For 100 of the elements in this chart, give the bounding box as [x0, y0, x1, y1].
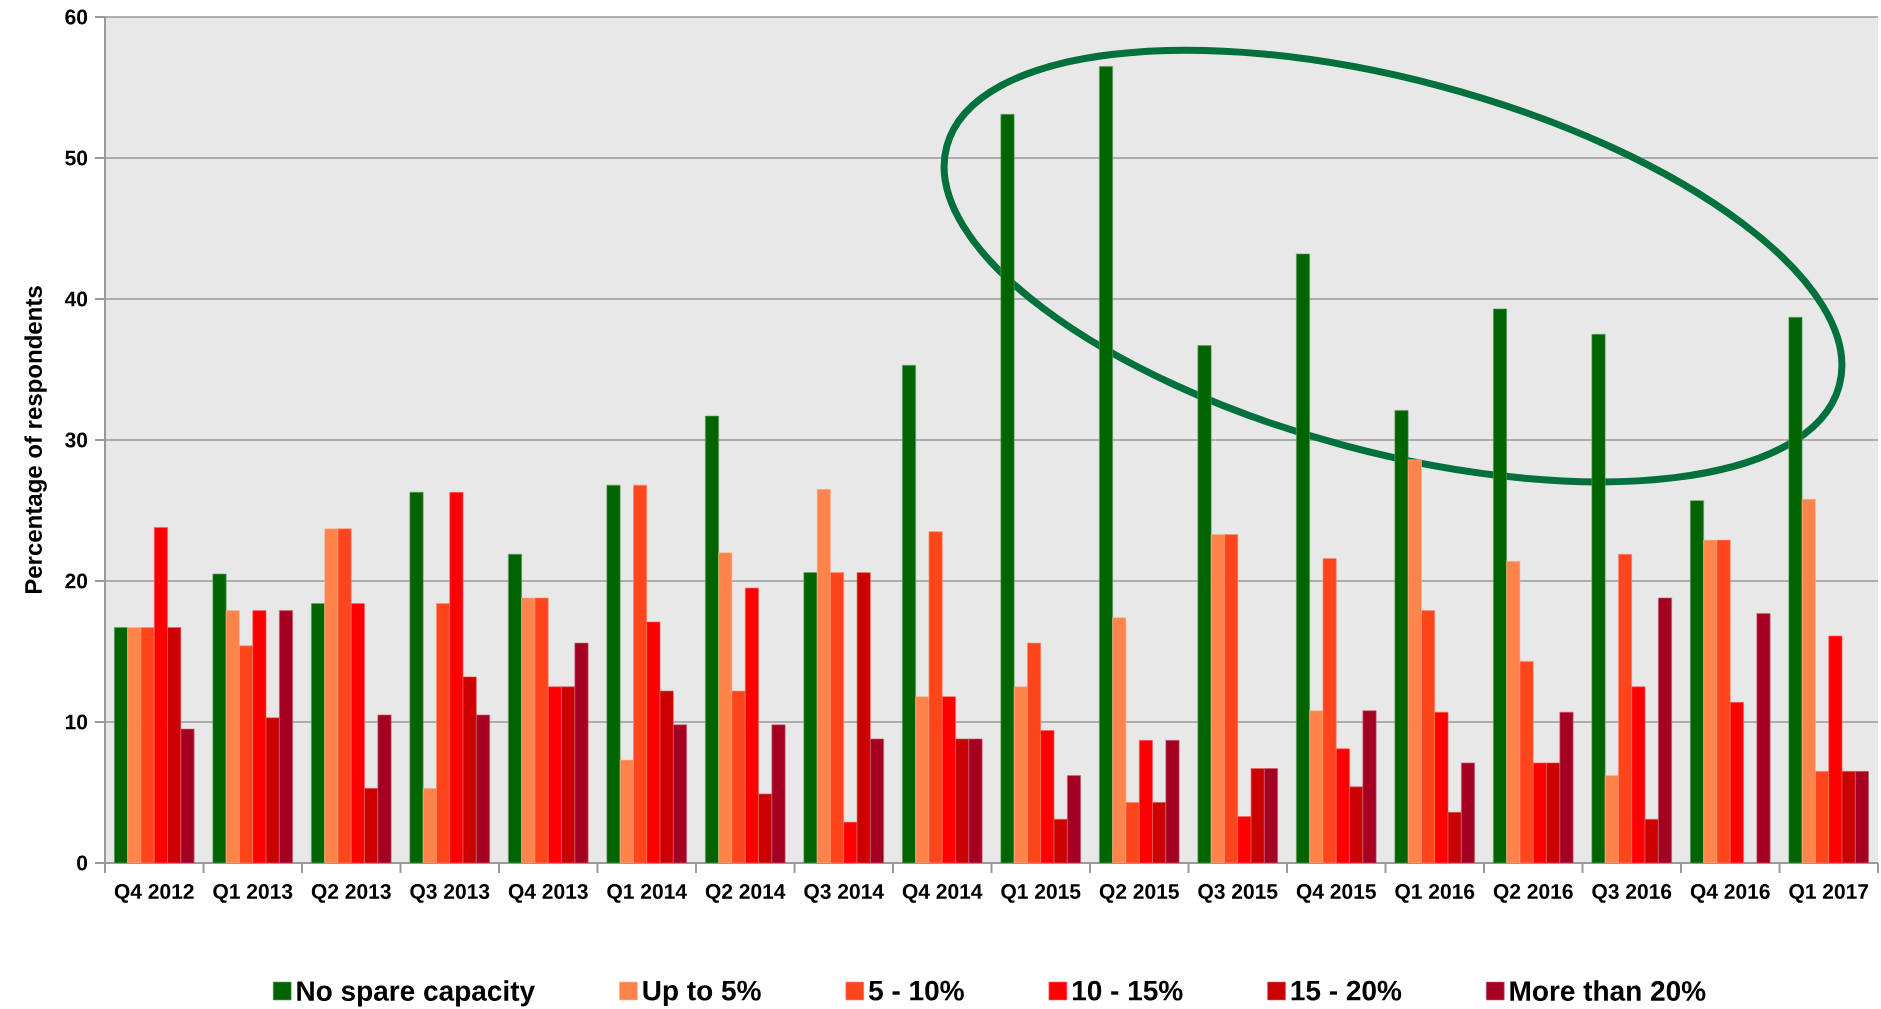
bar	[1506, 560, 1521, 864]
legend-label: No spare capacity	[297, 980, 535, 1007]
bar	[758, 793, 773, 864]
x-tick-label: Q1 2013	[213, 884, 293, 903]
bar	[1690, 500, 1704, 864]
bar	[606, 484, 621, 864]
bar	[718, 552, 733, 864]
bar	[1658, 597, 1672, 864]
bar	[462, 676, 477, 864]
bar	[436, 603, 451, 864]
bar	[311, 603, 325, 864]
bar	[521, 597, 536, 864]
y-tick-label: 60	[65, 9, 88, 25]
bar	[114, 627, 128, 864]
x-tick-label: Q3 2016	[1592, 884, 1672, 903]
x-tick-label: Q4 2016	[1690, 884, 1770, 903]
bar	[140, 627, 155, 864]
bar	[1788, 317, 1803, 864]
x-tick-label: Q2 2014	[705, 884, 786, 903]
bar	[856, 572, 871, 864]
bar	[1447, 811, 1462, 864]
bar	[1546, 762, 1561, 864]
bar	[816, 489, 831, 864]
bar	[1237, 816, 1252, 864]
bar	[633, 484, 648, 864]
x-tick-label: Q4 2012	[114, 884, 194, 903]
bar	[1407, 459, 1422, 864]
bar	[1591, 333, 1606, 864]
bar	[1644, 819, 1659, 864]
bar	[1631, 686, 1646, 864]
bar	[1618, 553, 1633, 864]
legend-label: 5 - 10%	[868, 980, 964, 1001]
bar	[1729, 701, 1744, 864]
bar	[409, 491, 424, 864]
y-tick-label: 10	[65, 714, 88, 730]
bar	[1040, 730, 1055, 864]
bar	[534, 597, 549, 864]
x-tick-label: Q1 2016	[1395, 884, 1475, 903]
bar	[646, 621, 661, 864]
bar	[1322, 558, 1337, 864]
bar	[1250, 768, 1265, 864]
bar	[324, 528, 339, 864]
bar	[1703, 539, 1718, 864]
bar	[1099, 66, 1113, 864]
bar	[279, 610, 293, 864]
bar	[1053, 819, 1068, 864]
bar	[212, 573, 227, 864]
bar	[955, 738, 970, 864]
x-tick-label: Q4 2013	[508, 884, 588, 903]
bar	[1394, 410, 1409, 864]
bar	[1152, 802, 1167, 864]
legend-label: More than 20%	[1510, 980, 1706, 1001]
bar	[364, 787, 379, 864]
bar	[830, 572, 845, 864]
bar	[928, 531, 943, 864]
bar	[153, 527, 168, 864]
bar	[1000, 114, 1015, 864]
x-tick-label: Q1 2014	[607, 884, 687, 903]
x-tick-label: Q1 2015	[1001, 884, 1081, 903]
legend-label: 15 - 20%	[1291, 980, 1402, 1001]
y-tick-label: 30	[65, 432, 88, 448]
bar	[127, 627, 142, 864]
y-tick-label: 20	[65, 573, 88, 589]
bar	[561, 686, 576, 864]
bar	[1756, 613, 1771, 864]
bar	[1841, 771, 1856, 864]
bar	[337, 528, 352, 864]
x-tick-label: Q1 2017	[1789, 884, 1869, 903]
x-tick-label: Q3 2013	[410, 884, 490, 903]
bar	[1532, 762, 1547, 864]
bar	[449, 491, 464, 864]
bar	[252, 610, 267, 864]
legend-label: Up to 5%	[643, 980, 761, 1007]
x-tick-label: Q4 2015	[1296, 884, 1376, 903]
bar	[744, 587, 759, 864]
bar	[265, 717, 280, 864]
y-tick-label: 40	[64, 291, 88, 307]
bar	[1421, 610, 1436, 864]
x-tick-label: Q3 2014	[804, 884, 884, 903]
bar	[1197, 345, 1212, 864]
bar	[941, 696, 956, 864]
bar	[1349, 786, 1364, 864]
bar	[705, 415, 719, 864]
bar	[1210, 534, 1225, 864]
y-axis-title: Percentage of respondents	[24, 286, 47, 594]
bar	[508, 553, 522, 864]
x-tick-label: Q2 2016	[1493, 884, 1573, 903]
bar	[843, 821, 858, 864]
bar	[1801, 498, 1816, 864]
bar	[1112, 617, 1127, 864]
x-tick-label: Q3 2015	[1198, 884, 1278, 903]
bar	[659, 690, 674, 864]
bar	[167, 627, 182, 864]
bar	[1296, 253, 1310, 864]
y-tick-label: 0	[77, 855, 88, 871]
bar	[1013, 686, 1028, 864]
x-tick-label: Q2 2015	[1099, 884, 1179, 903]
x-tick-label: Q4 2014	[902, 884, 983, 903]
bar	[1716, 539, 1731, 864]
x-tick-label: Q2 2013	[311, 884, 391, 903]
